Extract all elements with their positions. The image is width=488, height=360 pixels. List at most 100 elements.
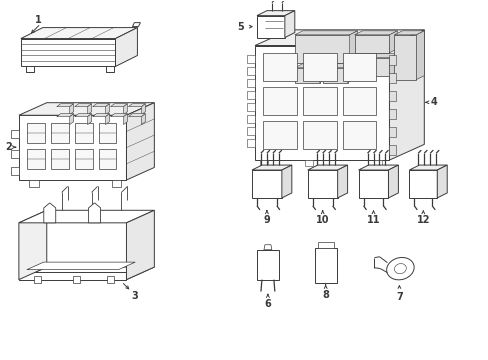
- Polygon shape: [319, 64, 327, 83]
- Bar: [318, 254, 332, 275]
- Polygon shape: [11, 167, 19, 175]
- Polygon shape: [342, 87, 376, 115]
- Polygon shape: [394, 35, 415, 80]
- Ellipse shape: [394, 264, 406, 274]
- Polygon shape: [256, 250, 278, 280]
- Text: 12: 12: [416, 215, 429, 225]
- Polygon shape: [264, 245, 271, 250]
- Polygon shape: [388, 55, 396, 66]
- Polygon shape: [256, 15, 285, 37]
- Polygon shape: [27, 262, 135, 270]
- Polygon shape: [388, 54, 397, 76]
- Polygon shape: [304, 160, 312, 166]
- Polygon shape: [88, 203, 101, 223]
- Text: 11: 11: [366, 215, 380, 225]
- Polygon shape: [358, 165, 398, 170]
- Polygon shape: [69, 114, 74, 125]
- Polygon shape: [246, 55, 254, 63]
- Polygon shape: [126, 103, 154, 180]
- Polygon shape: [105, 114, 109, 125]
- Polygon shape: [34, 276, 41, 283]
- Polygon shape: [374, 160, 382, 166]
- Polygon shape: [246, 103, 254, 111]
- Polygon shape: [294, 68, 319, 83]
- Polygon shape: [354, 35, 388, 53]
- Polygon shape: [251, 170, 281, 198]
- Polygon shape: [19, 210, 47, 280]
- Polygon shape: [128, 114, 145, 117]
- Polygon shape: [105, 67, 113, 72]
- Polygon shape: [302, 87, 336, 115]
- Polygon shape: [44, 203, 56, 223]
- Polygon shape: [99, 149, 116, 169]
- Polygon shape: [26, 67, 34, 72]
- Polygon shape: [436, 165, 447, 198]
- Polygon shape: [281, 165, 291, 198]
- Polygon shape: [322, 64, 355, 68]
- Polygon shape: [254, 45, 388, 160]
- Polygon shape: [358, 170, 387, 198]
- Polygon shape: [27, 149, 45, 169]
- Polygon shape: [75, 104, 91, 107]
- Polygon shape: [354, 54, 397, 58]
- Polygon shape: [51, 123, 68, 143]
- Polygon shape: [314, 248, 336, 283]
- Polygon shape: [57, 114, 74, 117]
- Polygon shape: [347, 64, 355, 83]
- Polygon shape: [105, 104, 109, 114]
- Polygon shape: [132, 23, 140, 27]
- Ellipse shape: [386, 257, 413, 280]
- Polygon shape: [87, 104, 91, 114]
- Polygon shape: [246, 67, 254, 75]
- Polygon shape: [285, 11, 294, 37]
- Polygon shape: [342, 121, 376, 149]
- Polygon shape: [123, 104, 127, 114]
- Polygon shape: [69, 104, 74, 114]
- Polygon shape: [110, 114, 127, 117]
- Polygon shape: [388, 30, 424, 160]
- Polygon shape: [337, 165, 347, 198]
- Polygon shape: [408, 170, 436, 198]
- Polygon shape: [388, 127, 396, 137]
- Text: 8: 8: [322, 289, 328, 300]
- Polygon shape: [415, 31, 424, 80]
- Text: 2: 2: [5, 142, 12, 152]
- Polygon shape: [394, 31, 424, 35]
- Polygon shape: [388, 91, 396, 101]
- Polygon shape: [294, 35, 349, 63]
- Polygon shape: [354, 58, 388, 76]
- Polygon shape: [57, 104, 74, 107]
- Text: 10: 10: [315, 215, 329, 225]
- Text: 9: 9: [263, 215, 270, 225]
- Text: 5: 5: [237, 22, 244, 32]
- Polygon shape: [110, 104, 127, 107]
- Polygon shape: [263, 87, 296, 115]
- Polygon shape: [111, 180, 121, 187]
- Polygon shape: [408, 165, 447, 170]
- Polygon shape: [19, 267, 154, 280]
- Polygon shape: [388, 145, 396, 155]
- Polygon shape: [388, 31, 397, 53]
- Polygon shape: [92, 114, 109, 117]
- Polygon shape: [115, 28, 137, 67]
- Polygon shape: [256, 11, 294, 15]
- Polygon shape: [294, 31, 357, 35]
- Polygon shape: [27, 123, 45, 143]
- Polygon shape: [75, 114, 91, 117]
- Text: 3: 3: [131, 291, 138, 301]
- Polygon shape: [128, 104, 145, 107]
- Polygon shape: [302, 54, 336, 81]
- Polygon shape: [19, 272, 126, 280]
- Text: 1: 1: [35, 15, 42, 24]
- Text: 4: 4: [430, 97, 437, 107]
- Polygon shape: [19, 103, 154, 115]
- Text: 7: 7: [395, 292, 402, 302]
- Polygon shape: [251, 165, 291, 170]
- Polygon shape: [19, 115, 126, 180]
- Polygon shape: [21, 28, 137, 39]
- Polygon shape: [19, 210, 154, 223]
- Polygon shape: [126, 210, 154, 280]
- Polygon shape: [106, 276, 113, 283]
- Polygon shape: [87, 114, 91, 125]
- Polygon shape: [263, 121, 296, 149]
